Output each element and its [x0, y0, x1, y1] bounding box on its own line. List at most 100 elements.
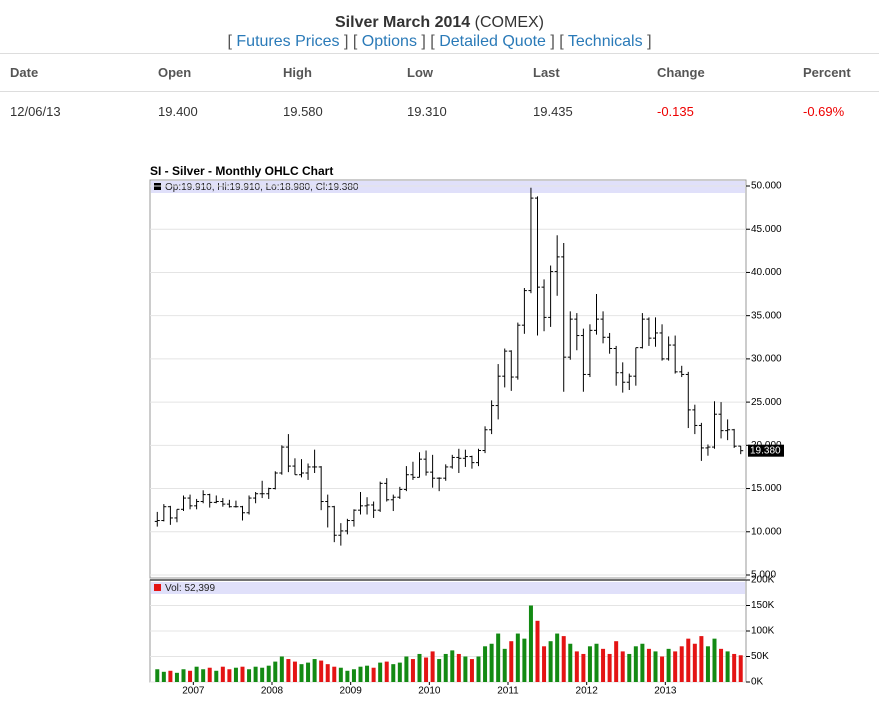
x-tick-label: 2012	[576, 686, 599, 697]
cell: 19.310	[407, 103, 447, 119]
x-tick-label: 2010	[418, 686, 441, 697]
y-tick-label: 150K	[751, 600, 775, 611]
volume-bar	[502, 648, 507, 682]
volume-bar	[161, 671, 166, 682]
volume-bar	[266, 665, 271, 682]
bracket: ]	[421, 33, 426, 50]
volume-bar	[587, 646, 592, 682]
volume-bar	[273, 661, 278, 682]
last-price: 19.380	[750, 445, 781, 456]
y-tick-label: 5.000	[751, 570, 776, 581]
volume-bar	[725, 651, 730, 682]
y-tick-label: 40.000	[751, 267, 782, 278]
volume-bar	[325, 664, 330, 682]
exchange: (COMEX)	[474, 14, 544, 31]
column-header: High	[273, 53, 397, 92]
bracket: [	[430, 33, 435, 50]
cell: 12/06/13	[10, 103, 61, 119]
y-tick-label: 0K	[751, 677, 764, 688]
volume-bar	[535, 620, 540, 682]
volume-bar	[286, 659, 291, 682]
volume-bar	[299, 664, 304, 682]
volume-bar	[660, 656, 665, 682]
nav-link[interactable]: Technicals	[567, 33, 643, 50]
volume-bar	[351, 669, 356, 682]
nav-link[interactable]: Detailed Quote	[439, 33, 546, 50]
x-tick-label: 2013	[654, 686, 677, 697]
volume-bar	[686, 638, 691, 682]
volume-bar	[260, 667, 265, 682]
cell: -0.135	[657, 103, 694, 119]
nav-link[interactable]: Options	[361, 33, 417, 50]
x-tick-label: 2009	[340, 686, 363, 697]
volume-bar	[496, 633, 501, 682]
legend-text: Op:19.910, Hi:19.910, Lo:18.980, Cl:19.3…	[165, 182, 359, 193]
volume-bar	[233, 667, 238, 682]
volume-bar	[509, 641, 514, 682]
volume-bar	[410, 659, 415, 682]
volume-bar	[437, 659, 442, 682]
header: Silver March 2014 (COMEX) [ Futures Pric…	[0, 0, 879, 51]
bracket: [	[559, 33, 564, 50]
bracket: ]	[647, 33, 652, 50]
column-header: Date	[0, 53, 148, 92]
volume-bar	[391, 664, 396, 682]
column-header: Last	[523, 53, 647, 92]
volume-bar	[732, 653, 737, 682]
volume-bar	[240, 666, 245, 682]
volume-bar	[443, 653, 448, 682]
y-tick-label: 50K	[751, 651, 769, 662]
volume-bar	[528, 605, 533, 682]
volume-bar	[430, 651, 435, 682]
volume-bar	[404, 656, 409, 682]
volume-bar	[220, 666, 225, 682]
y-tick-label: 25.000	[751, 397, 782, 408]
volume-bar	[561, 636, 566, 682]
plot-area	[149, 179, 747, 579]
y-tick-label: 35.000	[751, 310, 782, 321]
cell: 19.435	[533, 103, 573, 119]
y-tick-label: 15.000	[751, 483, 782, 494]
volume-bar	[378, 662, 383, 682]
volume-bar	[345, 670, 350, 682]
volume-bar	[312, 659, 317, 682]
legend-band	[151, 582, 745, 594]
cell: 19.580	[283, 103, 323, 119]
volume-bar	[705, 646, 710, 682]
volume-bar	[207, 667, 212, 682]
legend-band	[151, 181, 745, 193]
bracket: ]	[550, 33, 555, 50]
volume-bar	[181, 669, 186, 682]
bracket: [	[352, 33, 358, 50]
volume-bar	[594, 643, 599, 682]
volume-bar	[555, 633, 560, 682]
x-tick-label: 2008	[261, 686, 284, 697]
volume-bar	[607, 653, 612, 682]
volume-bar	[319, 660, 324, 682]
volume-bar	[450, 650, 455, 682]
volume-bar	[640, 643, 645, 682]
volume-bar	[601, 648, 606, 682]
title: Silver March 2014 (COMEX)	[0, 14, 879, 32]
cell: -0.69%	[803, 103, 845, 119]
y-tick-label: 200K	[751, 575, 775, 586]
volume-bar	[365, 665, 370, 682]
volume-bar	[515, 633, 520, 682]
volume-bar	[542, 646, 547, 682]
bracket: ]	[343, 33, 349, 50]
volume-bar	[292, 661, 297, 682]
contract-name: Silver March 2014	[335, 14, 471, 31]
volume-bar	[306, 662, 311, 682]
volume-bar	[155, 669, 160, 682]
y-tick-label: 30.000	[751, 354, 782, 365]
data-row: 12/06/13 19.400 19.580 19.310 19.435 -0.135 -0…	[0, 92, 879, 131]
last-price-box	[748, 444, 784, 457]
bracket: [	[227, 33, 232, 50]
volume-bar	[692, 643, 697, 682]
nav-link[interactable]: Futures Prices	[236, 33, 340, 50]
column-header: Change	[647, 53, 793, 92]
x-tick-label: 2011	[497, 686, 519, 697]
y-tick-label: 50.000	[751, 181, 782, 192]
